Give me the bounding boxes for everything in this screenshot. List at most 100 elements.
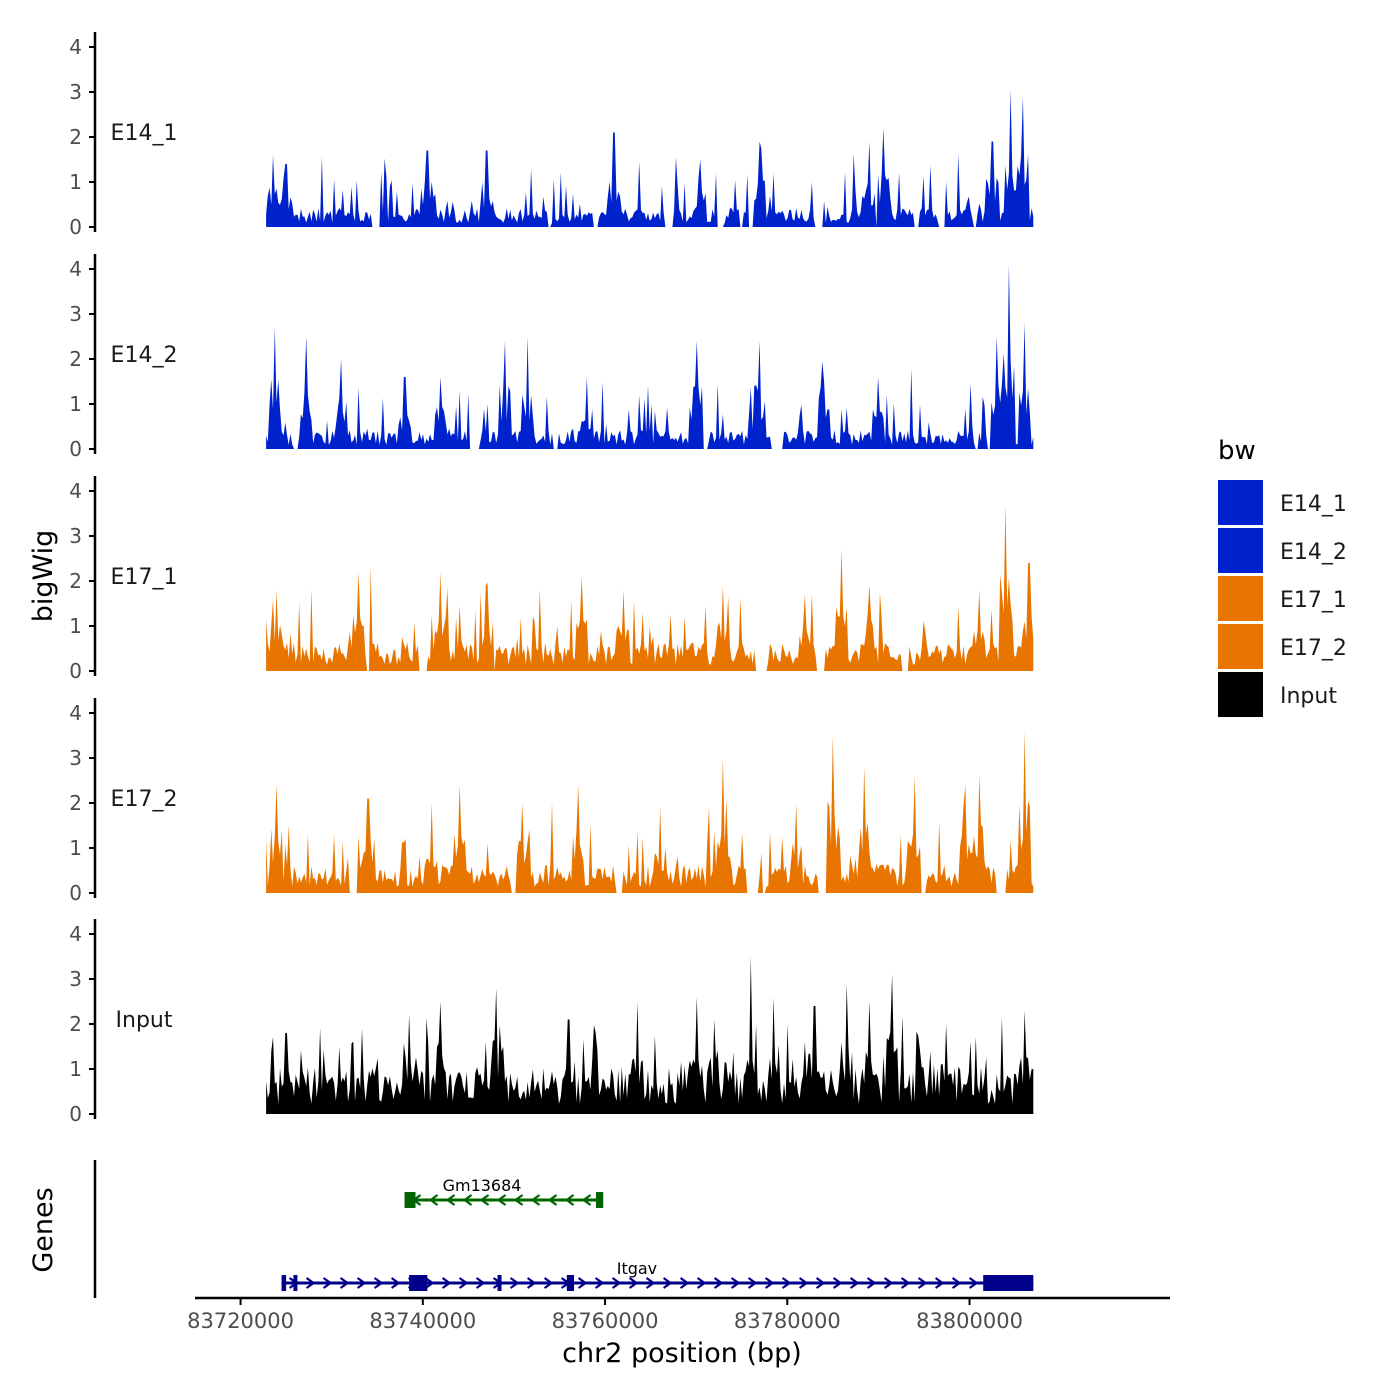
strand-arrow bbox=[445, 1194, 456, 1206]
legend-label-E14_2: E14_2 bbox=[1280, 540, 1347, 565]
strand-arrow bbox=[543, 1277, 554, 1289]
y-tick-label: 0 bbox=[69, 437, 82, 461]
x-tick-label: 83780000 bbox=[734, 1309, 841, 1333]
y-tick-label: 0 bbox=[69, 881, 82, 905]
y-tick-label: 3 bbox=[69, 967, 82, 991]
strand-arrow bbox=[458, 1277, 469, 1289]
strand-arrow bbox=[696, 1277, 707, 1289]
strand-arrow bbox=[428, 1194, 439, 1206]
strand-arrow bbox=[581, 1194, 592, 1206]
strand-arrow bbox=[373, 1277, 384, 1289]
strand-arrow bbox=[475, 1277, 486, 1289]
x-tick-label: 83760000 bbox=[552, 1309, 659, 1333]
strand-arrow bbox=[900, 1277, 911, 1289]
y-tick-label: 0 bbox=[69, 215, 82, 239]
strand-arrow bbox=[305, 1277, 316, 1289]
track-E17_1: 0 1 2 3 4 E17_1 bbox=[69, 476, 1034, 683]
legend-label-E17_2: E17_2 bbox=[1280, 636, 1347, 661]
strand-arrow bbox=[356, 1277, 367, 1289]
track-E17_2: 0 1 2 3 4 E17_2 bbox=[69, 698, 1034, 905]
y-tick-label: 2 bbox=[69, 347, 82, 371]
gene-Itgav: Itgav bbox=[281, 1259, 1034, 1291]
y-tick-label: 1 bbox=[69, 836, 82, 860]
x-axis: 83720000 83740000 83760000 83780000 83800000 bbox=[187, 1296, 1170, 1333]
exon bbox=[293, 1275, 298, 1291]
y-tick-label: 3 bbox=[69, 746, 82, 770]
signal-area-E17_2 bbox=[266, 731, 1034, 893]
strand-arrow bbox=[462, 1194, 473, 1206]
strand-arrow bbox=[968, 1277, 979, 1289]
track-label: E17_2 bbox=[111, 787, 178, 812]
track-label: E17_1 bbox=[111, 565, 178, 590]
y-tick-label: 4 bbox=[69, 257, 82, 281]
x-tick-label: 83800000 bbox=[916, 1309, 1023, 1333]
strand-arrow bbox=[713, 1277, 724, 1289]
legend-swatch-E14_2 bbox=[1218, 528, 1263, 573]
y-tick-label: 1 bbox=[69, 392, 82, 416]
exon bbox=[566, 1275, 575, 1291]
y-tick-label: 0 bbox=[69, 659, 82, 683]
strand-arrow bbox=[611, 1277, 622, 1289]
y-tick-label: 2 bbox=[69, 569, 82, 593]
exon bbox=[281, 1275, 287, 1291]
signal-area-Input bbox=[266, 956, 1034, 1114]
signal-area-E14_1 bbox=[266, 89, 1034, 227]
track-label: E14_1 bbox=[111, 121, 178, 146]
track-Input: 0 1 2 3 4 Input bbox=[69, 919, 1034, 1126]
strand-arrow bbox=[441, 1277, 452, 1289]
strand-arrow bbox=[849, 1277, 860, 1289]
strand-arrow bbox=[917, 1277, 928, 1289]
x-tick-label: 83740000 bbox=[369, 1309, 476, 1333]
gene-label: Itgav bbox=[617, 1259, 657, 1278]
strand-arrow bbox=[781, 1277, 792, 1289]
y-tick-label: 4 bbox=[69, 35, 82, 59]
strand-arrow bbox=[577, 1277, 588, 1289]
exon bbox=[404, 1192, 416, 1208]
x-axis-title: chr2 position (bp) bbox=[562, 1338, 802, 1369]
strand-arrow bbox=[509, 1277, 520, 1289]
strand-arrow bbox=[815, 1277, 826, 1289]
strand-arrow bbox=[513, 1194, 524, 1206]
y-tick-label: 0 bbox=[69, 1102, 82, 1126]
strand-arrow bbox=[322, 1277, 333, 1289]
strand-arrow bbox=[883, 1277, 894, 1289]
strand-arrow bbox=[764, 1277, 775, 1289]
exon bbox=[595, 1192, 604, 1208]
gene-track: Gm13684 Itgav bbox=[93, 1160, 1034, 1298]
strand-arrow bbox=[530, 1194, 541, 1206]
strand-arrow bbox=[547, 1194, 558, 1206]
y-tick-label: 4 bbox=[69, 922, 82, 946]
y-tick-label: 4 bbox=[69, 479, 82, 503]
signal-area-E17_1 bbox=[266, 504, 1034, 671]
strand-arrow bbox=[628, 1277, 639, 1289]
y-tick-label: 1 bbox=[69, 614, 82, 638]
legend-swatch-Input bbox=[1218, 672, 1263, 717]
legend-swatch-E17_2 bbox=[1218, 624, 1263, 669]
track-E14_1: 0 1 2 3 4 E14_1 bbox=[69, 32, 1034, 239]
strand-arrow bbox=[594, 1277, 605, 1289]
legend-swatch-E14_1 bbox=[1218, 480, 1263, 525]
strand-arrow bbox=[645, 1277, 656, 1289]
strand-arrow bbox=[564, 1194, 575, 1206]
track-label: Input bbox=[116, 1008, 173, 1033]
strand-arrow bbox=[798, 1277, 809, 1289]
exon bbox=[497, 1275, 502, 1291]
legend-title: bw bbox=[1218, 436, 1256, 466]
strand-arrow bbox=[934, 1277, 945, 1289]
signal-area-E14_2 bbox=[266, 264, 1034, 449]
strand-arrow bbox=[662, 1277, 673, 1289]
y-axis-title: bigWig bbox=[28, 530, 59, 623]
exon bbox=[409, 1275, 428, 1291]
gene-Gm13684: Gm13684 bbox=[404, 1176, 604, 1208]
track-E14_2: 0 1 2 3 4 E14_2 bbox=[69, 254, 1034, 461]
y-tick-label: 4 bbox=[69, 701, 82, 725]
y-tick-label: 3 bbox=[69, 302, 82, 326]
strand-arrow bbox=[730, 1277, 741, 1289]
strand-arrow bbox=[951, 1277, 962, 1289]
genes-axis-title: Genes bbox=[28, 1187, 59, 1272]
track-label: E14_2 bbox=[111, 343, 178, 368]
gene-label: Gm13684 bbox=[443, 1176, 522, 1195]
strand-arrow bbox=[747, 1277, 758, 1289]
legend-swatch-E17_1 bbox=[1218, 576, 1263, 621]
